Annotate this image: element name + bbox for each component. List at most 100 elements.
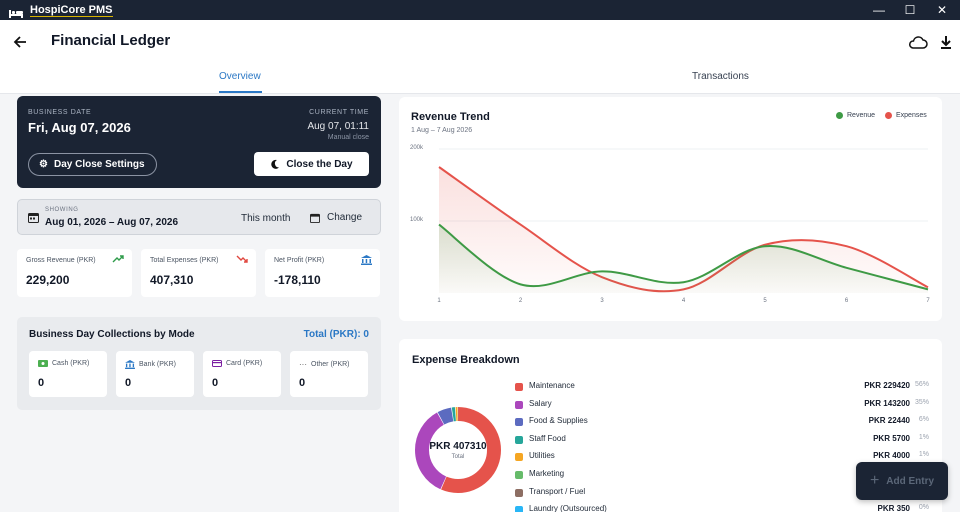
legend-swatch bbox=[836, 112, 843, 119]
kpi-value: -178,110 bbox=[274, 273, 321, 287]
close-day-button[interactable]: Close the Day bbox=[254, 152, 369, 176]
download-button[interactable] bbox=[935, 31, 957, 53]
expense-percent: 6% bbox=[918, 416, 929, 424]
legend-label: Expenses bbox=[896, 112, 927, 119]
add-entry-button[interactable]: + Add Entry bbox=[856, 462, 948, 500]
other-mode-card: ··· Other (PKR) 0 bbox=[290, 351, 368, 397]
collections-title: Business Day Collections by Mode bbox=[29, 329, 195, 340]
mode-value: 0 bbox=[212, 377, 219, 389]
close-mode-note: Manual close bbox=[327, 134, 369, 141]
expense-amount: PKR 5700 bbox=[873, 433, 910, 443]
expense-category: Salary bbox=[529, 398, 552, 408]
expense-percent: 0% bbox=[918, 504, 929, 512]
expense-row: Marketing bbox=[515, 469, 929, 483]
revenue-trend-card: Revenue Trend 1 Aug – 7 Aug 2026 Revenue… bbox=[399, 97, 942, 321]
expense-percent: 56% bbox=[914, 381, 929, 388]
close-window-button[interactable]: ✕ bbox=[926, 0, 958, 20]
legend-swatch bbox=[515, 435, 523, 444]
legend-swatch bbox=[515, 488, 523, 497]
expense-percent: 35% bbox=[914, 398, 929, 406]
expense-category: Food & Supplies bbox=[529, 416, 588, 426]
gross-revenue-card: Gross Revenue (PKR) 229,200 bbox=[17, 249, 132, 297]
expense-row: Utilities PKR 4000 1% bbox=[515, 451, 929, 465]
expense-row: Staff Food PKR 5700 1% bbox=[515, 434, 929, 448]
kpi-value: 229,200 bbox=[26, 273, 70, 287]
date-range: Aug 01, 2026 – Aug 07, 2026 bbox=[45, 217, 179, 228]
tab-transactions[interactable]: Transactions bbox=[692, 71, 749, 82]
card-icon bbox=[212, 360, 222, 367]
current-time: Aug 07, 01:11 bbox=[307, 121, 369, 132]
bed-icon bbox=[9, 5, 23, 18]
legend-swatch bbox=[515, 453, 523, 462]
add-entry-label: Add Entry bbox=[886, 475, 935, 487]
expense-row: Transport / Fuel bbox=[515, 487, 929, 501]
change-range-button[interactable]: Change bbox=[310, 212, 362, 223]
business-day-card: BUSINESS DATE Fri, Aug 07, 2026 CURRENT … bbox=[17, 96, 381, 188]
download-icon bbox=[941, 36, 951, 49]
total-expenses-card: Total Expenses (PKR) 407,310 bbox=[141, 249, 256, 297]
maximize-button[interactable]: ☐ bbox=[894, 0, 926, 20]
series-line-revenue bbox=[438, 223, 929, 291]
current-time-label: CURRENT TIME bbox=[309, 109, 369, 116]
change-label: Change bbox=[327, 212, 363, 223]
expense-category: Marketing bbox=[529, 469, 565, 478]
page-header: Financial Ledger bbox=[0, 20, 960, 64]
trending-down-icon bbox=[236, 255, 248, 263]
x-tick-label: 6 bbox=[844, 298, 849, 304]
day-close-settings-button[interactable]: ⚙ Day Close Settings bbox=[28, 153, 157, 176]
close-day-label: Close the Day bbox=[286, 158, 353, 170]
expense-category: Staff Food bbox=[529, 433, 566, 443]
expense-percent: 1% bbox=[918, 433, 929, 441]
tab-overview[interactable]: Overview bbox=[219, 71, 261, 82]
expense-row: Food & Supplies PKR 22440 6% bbox=[515, 416, 929, 430]
x-tick-label: 2 bbox=[518, 298, 523, 304]
x-tick-label: 7 bbox=[926, 298, 930, 304]
minimize-button[interactable]: — bbox=[863, 0, 895, 20]
maximize-icon: ☐ bbox=[904, 3, 916, 17]
date-range-bar: SHOWING Aug 01, 2026 – Aug 07, 2026 This… bbox=[17, 199, 381, 235]
showing-label: SHOWING bbox=[45, 207, 79, 213]
app-title: HospiCore PMS bbox=[30, 3, 113, 17]
chart-subtitle: 1 Aug – 7 Aug 2026 bbox=[411, 127, 473, 134]
expense-amount: PKR 143200 bbox=[864, 398, 910, 408]
expense-breakdown-card: Expense Breakdown PKR 407310 Total Maint… bbox=[399, 339, 942, 512]
mode-label: Other (PKR) bbox=[311, 361, 350, 368]
business-date: Fri, Aug 07, 2026 bbox=[28, 120, 131, 135]
mode-value: 0 bbox=[125, 377, 132, 389]
calendar-icon bbox=[310, 213, 320, 223]
close-icon: ✕ bbox=[936, 3, 948, 17]
cash-icon bbox=[38, 360, 48, 367]
bank-mode-card: Bank (PKR) 0 bbox=[116, 351, 194, 397]
legend-swatch bbox=[515, 471, 523, 479]
expense-percent: 1% bbox=[918, 451, 929, 459]
expense-row: Salary PKR 143200 35% bbox=[515, 399, 929, 413]
plus-icon: + bbox=[869, 472, 880, 489]
cloud-sync-button[interactable] bbox=[907, 31, 929, 53]
expense-category: Transport / Fuel bbox=[529, 486, 586, 496]
expense-donut-chart bbox=[415, 407, 501, 493]
expense-row: Laundry (Outsourced) PKR 350 0% bbox=[515, 504, 929, 512]
donut-slice bbox=[415, 407, 501, 493]
legend-swatch bbox=[515, 383, 523, 391]
legend-label: Revenue bbox=[847, 112, 876, 119]
x-tick-label: 5 bbox=[763, 298, 767, 304]
legend-swatch bbox=[515, 506, 523, 512]
page-title: Financial Ledger bbox=[51, 32, 171, 49]
card-mode-card: Card (PKR) 0 bbox=[203, 351, 281, 397]
mode-label: Cash (PKR) bbox=[52, 360, 90, 367]
x-tick-label: 4 bbox=[681, 298, 686, 304]
mode-value: 0 bbox=[299, 377, 306, 389]
trending-up-icon bbox=[112, 255, 124, 263]
collections-total: Total (PKR): 0 bbox=[303, 329, 369, 340]
net-profit-card: Net Profit (PKR) -178,110 bbox=[265, 249, 380, 297]
back-button[interactable] bbox=[10, 32, 30, 52]
donut-total-amount: PKR 407310 bbox=[429, 441, 487, 452]
mode-label: Bank (PKR) bbox=[139, 361, 176, 368]
moon-icon bbox=[271, 159, 280, 169]
legend-swatch bbox=[515, 400, 523, 409]
bank-icon bbox=[361, 255, 372, 265]
cash-mode-card: Cash (PKR) 0 bbox=[29, 351, 107, 397]
arrow-left-icon bbox=[13, 36, 26, 48]
legend-expenses: Expenses bbox=[885, 112, 927, 119]
active-tab-indicator bbox=[219, 91, 262, 93]
